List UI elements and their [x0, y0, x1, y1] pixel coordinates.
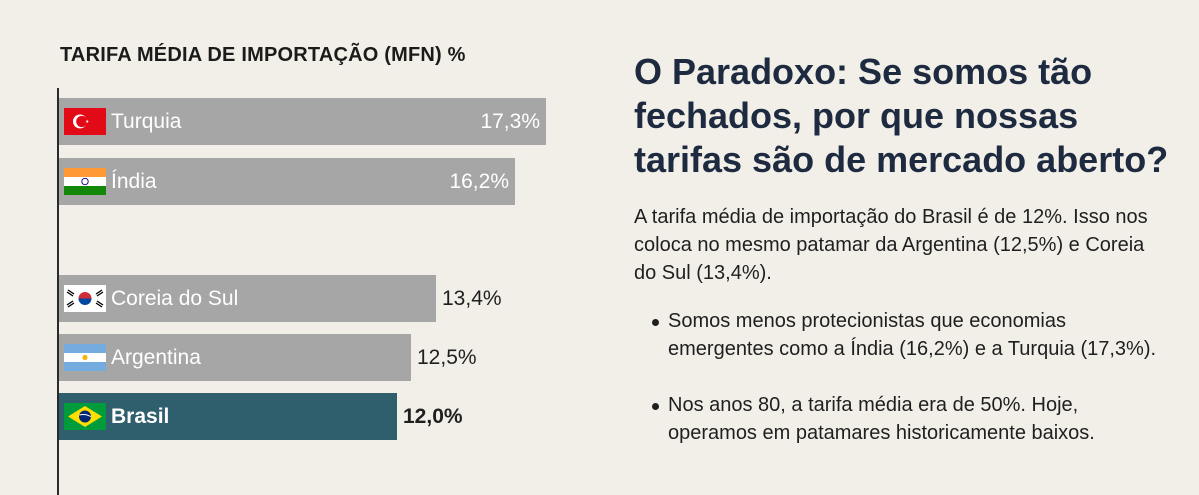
panel-paragraph: A tarifa média de importação do Brasil é… [634, 206, 1148, 284]
bullet-item: Somos menos protecionistas que economias… [652, 307, 1172, 363]
bar-value-label: 16,2% [449, 170, 509, 193]
bar-value-label: 13,4% [442, 287, 502, 310]
bar-label: Coreia do Sul [111, 287, 239, 310]
bar-label: Brasil [111, 405, 170, 428]
chart-axis-line [57, 88, 59, 495]
bar-turquia: Turquia 17,3% [59, 98, 546, 145]
panel-bullet-list: Somos menos protecionistas que economias… [652, 307, 1172, 447]
panel-heading: O Paradoxo: Se somos tão fechados, por q… [634, 51, 1169, 180]
bar-value-label: 17,3% [480, 110, 540, 133]
india-flag-icon [64, 168, 106, 195]
turkey-flag-icon [64, 108, 106, 135]
argentina-flag-icon [64, 344, 106, 371]
bar-label: Índia [111, 170, 157, 193]
bar-índia: Índia 16,2% [59, 158, 515, 205]
bar-value-label: 12,5% [417, 346, 477, 369]
bar-value-label: 12,0% [403, 405, 463, 428]
brazil-flag-icon [64, 403, 106, 430]
chart-title: TARIFA MÉDIA DE IMPORTAÇÃO (MFN) % [60, 44, 466, 66]
bullet-item: Nos anos 80, a tarifa média era de 50%. … [652, 391, 1172, 447]
bar-label: Turquia [111, 110, 182, 133]
bar-argentina: Argentina 12,5% [59, 334, 477, 381]
bar-coreia-do-sul: Coreia do Sul 13,4% [59, 275, 502, 322]
bar-brasil: Brasil 12,0% [59, 393, 463, 440]
bar-label: Argentina [111, 346, 201, 369]
south-korea-flag-icon [64, 285, 106, 312]
